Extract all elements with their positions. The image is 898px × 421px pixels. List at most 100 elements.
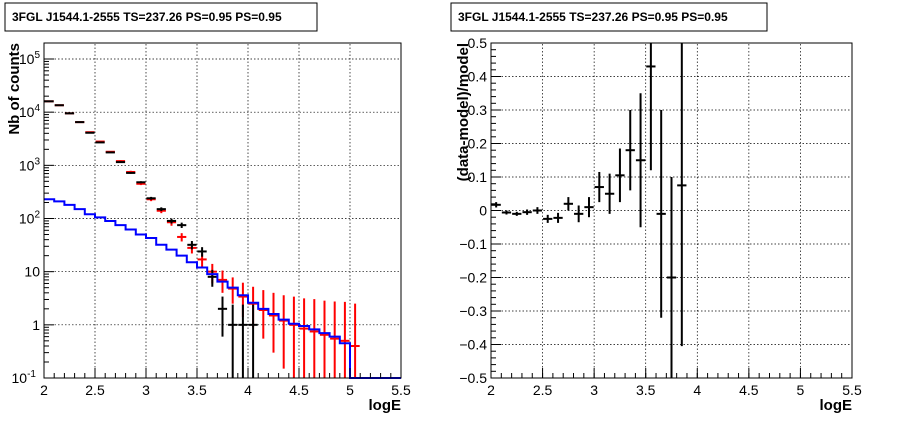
model-count-point xyxy=(289,296,299,378)
residual-y-tick-label: 0.1 xyxy=(468,169,488,185)
model-count-point xyxy=(350,303,360,378)
model-count-point xyxy=(299,298,309,378)
residual-point xyxy=(625,110,635,191)
counts-plot-area xyxy=(44,100,401,379)
residual-y-tick-label: −0.5 xyxy=(459,370,487,386)
data-count-point xyxy=(95,141,105,144)
residual-y-tick-label: 0.4 xyxy=(468,69,488,85)
model-count-point xyxy=(268,292,279,353)
data-count-point xyxy=(115,161,126,164)
data-count-point xyxy=(207,269,217,287)
residual-point xyxy=(553,212,563,223)
residual-y-tick-label: 0 xyxy=(479,203,487,219)
data-count-point xyxy=(146,196,156,200)
residual-x-label: logE xyxy=(820,397,853,414)
counts-x-label: logE xyxy=(369,397,402,414)
counts-x-tick-label: 3 xyxy=(142,382,150,398)
model-count-point xyxy=(228,277,238,304)
data-count-point xyxy=(156,207,166,212)
counts-panel: 3FGL J1544.1-2555 TS=237.26 PS=0.95 PS=0… xyxy=(4,2,411,414)
residual-point xyxy=(522,209,532,215)
counts-y-ticks: 10-1 1 10 102 103 104 105 xyxy=(12,42,54,386)
residual-x-tick-label: 5 xyxy=(797,382,805,398)
counts-x-tick-label: 4.5 xyxy=(289,382,309,398)
counts-frame xyxy=(43,42,402,379)
counts-y-tick-label: 104 xyxy=(19,103,41,120)
residual-point xyxy=(501,210,512,215)
model-count-point xyxy=(319,300,330,378)
data-count-point xyxy=(248,304,258,378)
counts-x-tick-label: 5 xyxy=(346,382,354,398)
residual-x-tick-label: 4.5 xyxy=(739,382,759,398)
data-count-point xyxy=(105,151,115,154)
residual-y-tick-label: −0.2 xyxy=(459,270,487,286)
counts-y-tick-label: 10-1 xyxy=(12,369,37,386)
counts-y-tick-label: 10 xyxy=(24,264,40,280)
data-count-point xyxy=(187,241,197,250)
model-count-point xyxy=(258,290,268,339)
residual-point xyxy=(656,110,666,318)
counts-y-label: Nb of counts xyxy=(6,43,23,135)
counts-y-tick-label: 1 xyxy=(32,317,40,333)
counts-x-tick-label: 4 xyxy=(244,382,252,398)
counts-y-tick-label: 105 xyxy=(19,50,41,67)
data-count-point xyxy=(228,304,238,378)
residual-x-tick-label: 2.5 xyxy=(533,382,553,398)
residual-plot-area xyxy=(491,43,687,378)
data-count-point xyxy=(197,247,207,257)
residual-grid xyxy=(491,43,852,378)
counts-x-tick-label: 5.5 xyxy=(391,382,411,398)
residual-point xyxy=(574,205,584,223)
data-count-point xyxy=(126,171,136,174)
residual-point xyxy=(512,211,522,216)
residual-panel: 3FGL J1544.1-2555 TS=237.26 PS=0.95 PS=0… xyxy=(450,2,862,414)
data-count-point xyxy=(177,222,187,228)
residual-y-tick-label: −0.4 xyxy=(459,337,487,353)
residual-y-tick-label: 0.3 xyxy=(468,102,488,118)
residual-point xyxy=(604,173,615,214)
residual-title-box xyxy=(450,2,768,32)
residual-y-tick-label: 0.5 xyxy=(468,35,488,51)
residual-y-tick-label: −0.1 xyxy=(459,236,487,252)
residual-point xyxy=(666,177,677,378)
residual-y-label: (data-model)/model xyxy=(455,43,472,181)
counts-x-tick-label: 2.5 xyxy=(85,382,105,398)
data-count-point xyxy=(85,131,95,134)
residual-y-tick-label: 0.2 xyxy=(468,136,488,152)
data-count-point xyxy=(75,121,85,124)
residual-point xyxy=(543,214,553,223)
data-count-point xyxy=(136,181,146,184)
residual-x-tick-label: 5.5 xyxy=(842,382,862,398)
counts-y-tick-label: 102 xyxy=(19,210,41,227)
counts-y-tick-label: 103 xyxy=(19,156,41,173)
counts-x-tick-label: 2 xyxy=(40,382,48,398)
counts-title: 3FGL J1544.1-2555 TS=237.26 PS=0.95 PS=0… xyxy=(12,10,282,24)
residual-point xyxy=(635,93,646,228)
residual-point xyxy=(491,202,501,208)
residual-point xyxy=(563,197,573,211)
residual-point xyxy=(646,43,656,171)
counts-grid xyxy=(44,43,401,378)
residual-x-tick-label: 3.5 xyxy=(636,382,656,398)
residual-x-tick-label: 3 xyxy=(590,382,598,398)
model-count-point xyxy=(330,301,340,378)
data-count-point xyxy=(217,296,228,337)
residual-point xyxy=(594,171,604,203)
residual-point xyxy=(615,148,625,203)
residual-x-tick-label: 4 xyxy=(693,382,701,398)
residual-title: 3FGL J1544.1-2555 TS=237.26 PS=0.95 PS=0… xyxy=(458,10,728,24)
model-count-point xyxy=(279,295,289,369)
model-count-point xyxy=(177,233,187,242)
data-count-point xyxy=(238,304,248,378)
model-count-point xyxy=(340,301,350,378)
model-count-point xyxy=(309,299,319,378)
residual-point xyxy=(584,197,594,218)
residual-y-tick-label: −0.3 xyxy=(459,303,487,319)
residual-point xyxy=(677,43,687,347)
counts-x-ticks: 2 2.5 3 3.5 4 4.5 5 5.5 xyxy=(40,368,411,398)
residual-x-tick-label: 2 xyxy=(487,382,495,398)
data-count-point xyxy=(166,218,177,224)
counts-title-box xyxy=(4,2,318,32)
model-step-line xyxy=(44,198,401,379)
